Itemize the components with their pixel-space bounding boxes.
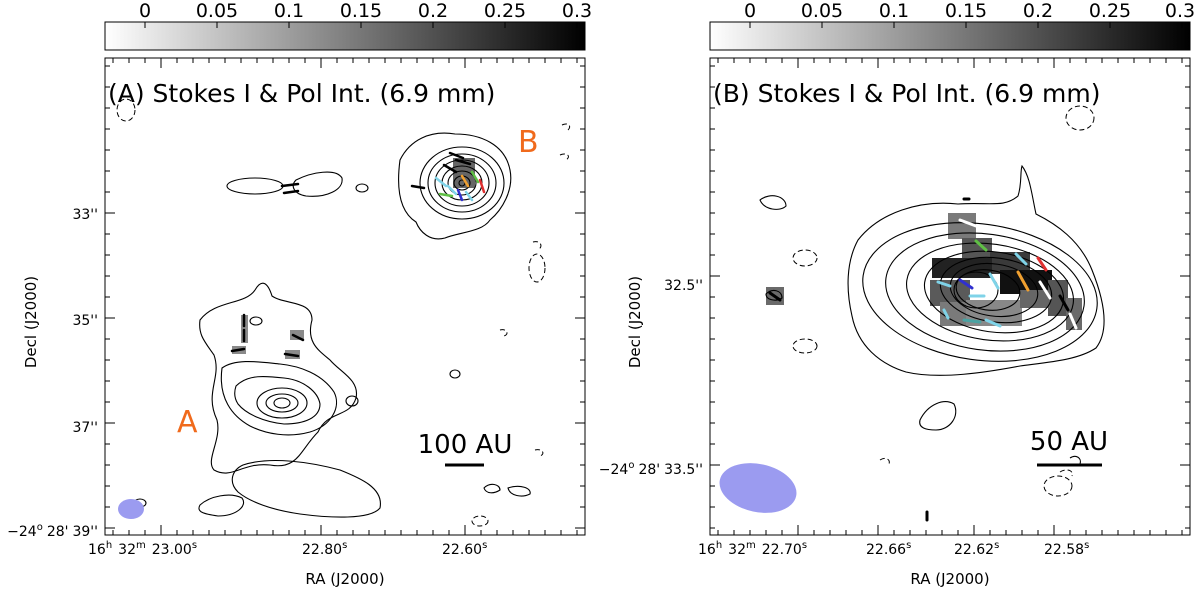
contours-b — [759, 164, 1105, 465]
contours-source-a — [133, 171, 531, 518]
y-tick-label-b: −24o 28' 33.5'' — [599, 460, 703, 478]
colorbar-a-tick: 0 — [139, 0, 151, 22]
x-tick-label-a: 22.60s — [442, 540, 487, 558]
colorbar-b-ticks — [749, 22, 1183, 28]
colorbar-a-tick: 0.05 — [196, 0, 238, 22]
x-tick-label-a: 22.80s — [302, 540, 347, 558]
x-tick-label-b: 22.66s — [866, 540, 911, 558]
x-axis-label-b: RA (J2000) — [910, 570, 989, 588]
plot-frame-a — [104, 57, 586, 536]
colorbar-a-tick: 0.15 — [340, 0, 382, 22]
pol-pixels-b — [766, 213, 1082, 330]
y-tick-label-b: 32.5'' — [664, 278, 703, 294]
y-tick-label-a: −24o 28' 39'' — [7, 522, 98, 540]
colorbar-b-tick: 0.1 — [879, 0, 909, 22]
pol-vectors-b — [768, 197, 1078, 522]
colorbar-a-tick: 0.1 — [274, 0, 304, 22]
source-label-b: B — [518, 125, 539, 160]
y-axis-label-b: Decl (J2000) — [626, 276, 644, 368]
panel-title-b: (B) Stokes I & Pol Int. (6.9 mm) — [713, 79, 1100, 108]
panel-b: 0 0.05 0.1 0.15 0.2 0.25 0.3 — [599, 0, 1195, 588]
beam-ellipse-a — [118, 499, 144, 519]
negative-contours-a — [116, 98, 571, 527]
y-tick-label-a: 37'' — [72, 420, 98, 436]
x-tick-label-b: 22.62s — [954, 540, 999, 558]
colorbar-a-tick: 0.3 — [562, 0, 592, 22]
colorbar-a-ticks — [144, 22, 578, 28]
colorbar-b — [709, 21, 1191, 51]
negative-contours-b — [792, 105, 1095, 497]
colorbar-a-tick: 0.2 — [418, 0, 448, 22]
axis-ticks-b — [710, 58, 1190, 535]
x-tick-label-b: 22.58s — [1044, 540, 1089, 558]
panel-a: 0 0.05 0.1 0.15 0.2 0.25 0.3 — [7, 0, 592, 588]
colorbar-b-tick: 0.25 — [1089, 0, 1131, 22]
panel-title-a: (A) Stokes I & Pol Int. (6.9 mm) — [108, 79, 495, 108]
source-label-a: A — [177, 405, 198, 440]
colorbar-b-tick: 0.05 — [801, 0, 843, 22]
scale-bar-label-b: 50 AU — [1030, 427, 1108, 457]
colorbar-a — [104, 21, 586, 51]
x-tick-label-b: 16h 32m 22.70s — [698, 540, 807, 558]
y-axis-label-a: Decl (J2000) — [22, 276, 40, 368]
scale-bar-label-a: 100 AU — [418, 430, 513, 460]
pol-pixels-a — [232, 158, 475, 359]
axis-ticks-a — [105, 58, 585, 535]
y-tick-label-a: 35'' — [72, 313, 98, 329]
beam-ellipse-b — [719, 463, 797, 513]
pol-vectors-a — [230, 151, 486, 358]
colorbar-b-tick: 0.3 — [1165, 0, 1195, 22]
colorbar-b-tick: 0.2 — [1023, 0, 1053, 22]
colorbar-b-tick: 0 — [744, 0, 756, 22]
y-tick-label-a: 33'' — [72, 207, 98, 223]
x-tick-label-a: 16h 32m 23.00s — [88, 540, 197, 558]
x-axis-label-a: RA (J2000) — [305, 570, 384, 588]
colorbar-a-tick: 0.25 — [484, 0, 526, 22]
colorbar-b-tick: 0.15 — [945, 0, 987, 22]
